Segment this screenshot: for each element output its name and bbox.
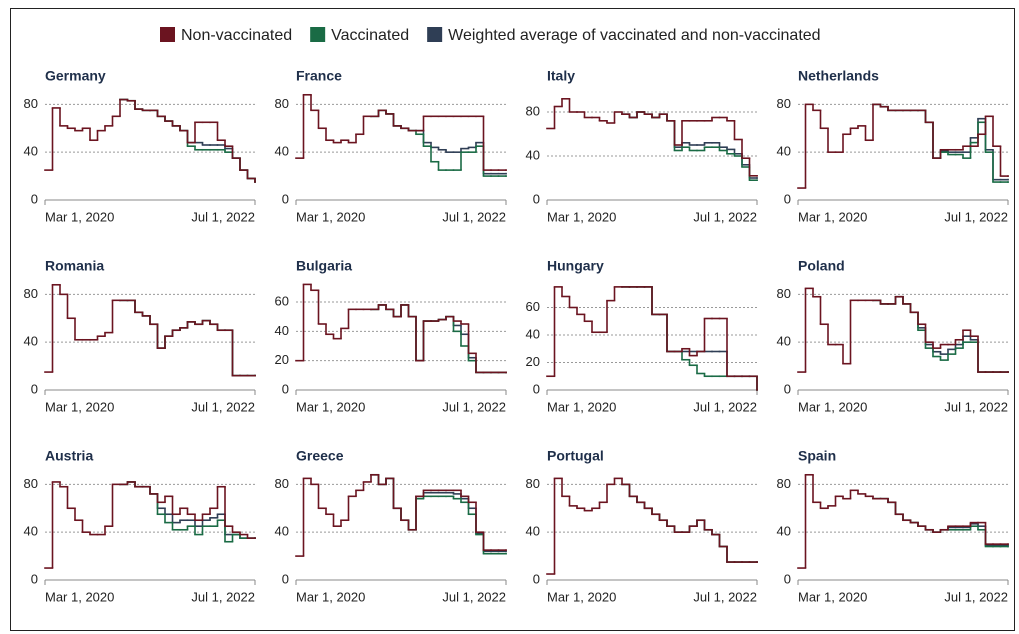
panel: Portugal 0 40 80 Mar 1, 2020 Jul 1, 2022 bbox=[526, 448, 758, 604]
y-tick-label: 40 bbox=[275, 144, 289, 159]
panel-title: Italy bbox=[547, 68, 575, 84]
x-tick-label: Jul 1, 2022 bbox=[191, 399, 255, 414]
x-tick-label: Mar 1, 2020 bbox=[296, 399, 365, 414]
y-tick-label: 40 bbox=[526, 326, 540, 341]
y-tick-label: 0 bbox=[31, 381, 38, 396]
panel-title: Spain bbox=[798, 448, 836, 464]
y-tick-label: 20 bbox=[526, 354, 540, 369]
panel: Greece 0 40 80 Mar 1, 2020 Jul 1, 2022 bbox=[275, 448, 507, 604]
panel-title: Greece bbox=[296, 448, 344, 464]
y-tick-label: 80 bbox=[777, 96, 791, 111]
y-tick-label: 40 bbox=[24, 334, 38, 349]
panel-title: Bulgaria bbox=[296, 258, 352, 274]
y-tick-label: 40 bbox=[777, 524, 791, 539]
x-tick-label: Mar 1, 2020 bbox=[798, 589, 867, 604]
x-tick-label: Mar 1, 2020 bbox=[547, 399, 616, 414]
y-tick-label: 80 bbox=[24, 476, 38, 491]
x-tick-label: Mar 1, 2020 bbox=[45, 209, 114, 224]
y-tick-label: 80 bbox=[275, 476, 289, 491]
y-tick-label: 0 bbox=[282, 571, 289, 586]
y-tick-label: 80 bbox=[24, 286, 38, 301]
panel-title: Poland bbox=[798, 258, 845, 274]
panel: France 0 40 80 Mar 1, 2020 Jul 1, 2022 bbox=[275, 68, 507, 224]
panel-title: France bbox=[296, 68, 342, 84]
legend-swatch bbox=[160, 27, 175, 42]
y-tick-label: 80 bbox=[24, 96, 38, 111]
legend-swatch bbox=[427, 27, 443, 42]
y-tick-label: 0 bbox=[31, 571, 38, 586]
y-tick-label: 0 bbox=[784, 571, 791, 586]
x-tick-label: Mar 1, 2020 bbox=[296, 209, 365, 224]
y-tick-label: 80 bbox=[526, 476, 540, 491]
y-tick-label: 80 bbox=[275, 96, 289, 111]
panel: Bulgaria 0 20 40 60 Mar 1, 2020 Jul 1, 2022 bbox=[275, 258, 507, 414]
y-tick-label: 20 bbox=[275, 352, 289, 367]
x-tick-label: Jul 1, 2022 bbox=[944, 589, 1008, 604]
x-tick-label: Mar 1, 2020 bbox=[798, 399, 867, 414]
y-tick-label: 0 bbox=[784, 381, 791, 396]
panel-title: Hungary bbox=[547, 258, 604, 274]
legend-label: Vaccinated bbox=[331, 27, 409, 44]
panel: Romania 0 40 80 Mar 1, 2020 Jul 1, 2022 bbox=[24, 258, 256, 414]
frame bbox=[10, 8, 1015, 631]
y-tick-label: 60 bbox=[275, 293, 289, 308]
panel: Austria 0 40 80 Mar 1, 2020 Jul 1, 2022 bbox=[24, 448, 256, 604]
x-tick-label: Jul 1, 2022 bbox=[442, 209, 506, 224]
panel-title: Germany bbox=[45, 68, 106, 84]
legend: Non-vaccinated Vaccinated Weighted average… bbox=[160, 27, 821, 44]
y-tick-label: 0 bbox=[533, 191, 540, 206]
x-tick-label: Jul 1, 2022 bbox=[693, 399, 757, 414]
y-tick-label: 40 bbox=[24, 524, 38, 539]
panel: Spain 0 40 80 Mar 1, 2020 Jul 1, 2022 bbox=[777, 448, 1009, 604]
y-tick-label: 80 bbox=[777, 476, 791, 491]
y-tick-label: 0 bbox=[31, 191, 38, 206]
x-tick-label: Mar 1, 2020 bbox=[296, 589, 365, 604]
x-tick-label: Mar 1, 2020 bbox=[798, 209, 867, 224]
y-tick-label: 0 bbox=[282, 381, 289, 396]
panel: Netherlands 0 40 80 Mar 1, 2020 Jul 1, 2022 bbox=[777, 68, 1009, 224]
panel-title: Romania bbox=[45, 258, 104, 274]
panel-title: Portugal bbox=[547, 448, 604, 464]
x-tick-label: Jul 1, 2022 bbox=[944, 209, 1008, 224]
y-tick-label: 0 bbox=[784, 191, 791, 206]
x-tick-label: Jul 1, 2022 bbox=[191, 209, 255, 224]
y-tick-label: 40 bbox=[777, 144, 791, 159]
panel: Italy 0 40 80 Mar 1, 2020 Jul 1, 2022 bbox=[526, 68, 758, 224]
y-tick-label: 0 bbox=[533, 571, 540, 586]
y-tick-label: 80 bbox=[777, 286, 791, 301]
x-tick-label: Jul 1, 2022 bbox=[693, 209, 757, 224]
x-tick-label: Mar 1, 2020 bbox=[547, 209, 616, 224]
legend-label: Non-vaccinated bbox=[181, 27, 292, 44]
legend-swatch bbox=[310, 27, 326, 42]
panel-title: Austria bbox=[45, 448, 93, 464]
y-tick-label: 40 bbox=[777, 334, 791, 349]
y-tick-label: 60 bbox=[526, 299, 540, 314]
y-tick-label: 40 bbox=[275, 323, 289, 338]
x-tick-label: Jul 1, 2022 bbox=[191, 589, 255, 604]
panel: Poland 0 40 80 Mar 1, 2020 Jul 1, 2022 bbox=[777, 258, 1009, 414]
y-tick-label: 40 bbox=[275, 524, 289, 539]
x-tick-label: Jul 1, 2022 bbox=[442, 399, 506, 414]
y-tick-label: 0 bbox=[533, 381, 540, 396]
x-tick-label: Mar 1, 2020 bbox=[45, 589, 114, 604]
x-tick-label: Mar 1, 2020 bbox=[547, 589, 616, 604]
panel: Germany 0 40 80 Mar 1, 2020 Jul 1, 2022 bbox=[24, 68, 256, 224]
y-tick-label: 0 bbox=[282, 191, 289, 206]
legend-label: Weighted average of vaccinated and non-v… bbox=[448, 27, 820, 44]
y-tick-label: 40 bbox=[24, 144, 38, 159]
y-tick-label: 40 bbox=[526, 524, 540, 539]
panel-title: Netherlands bbox=[798, 68, 879, 84]
x-tick-label: Mar 1, 2020 bbox=[45, 399, 114, 414]
x-tick-label: Jul 1, 2022 bbox=[442, 589, 506, 604]
y-tick-label: 40 bbox=[526, 147, 540, 162]
panel: Hungary 0 20 40 60 Mar 1, 2020 Jul 1, 2022 bbox=[526, 258, 758, 414]
y-tick-label: 80 bbox=[526, 103, 540, 118]
x-tick-label: Jul 1, 2022 bbox=[693, 589, 757, 604]
x-tick-label: Jul 1, 2022 bbox=[944, 399, 1008, 414]
